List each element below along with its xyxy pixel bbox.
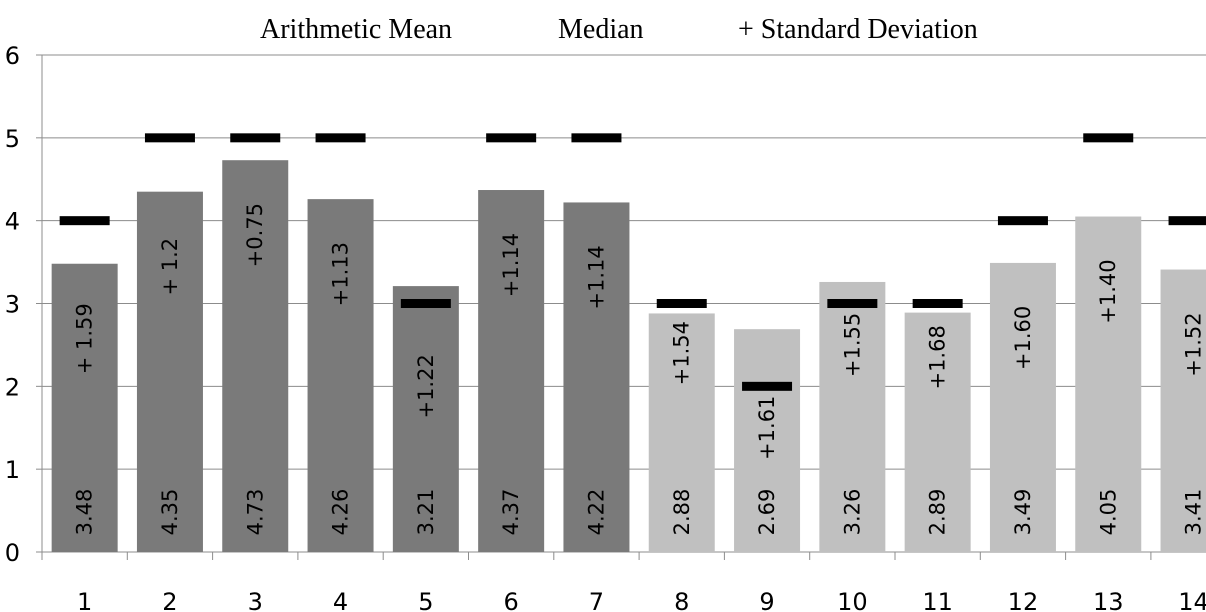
median-marker-10 <box>827 299 878 308</box>
bar-11 <box>904 312 971 552</box>
x-tick-label-10: 10 <box>837 588 868 612</box>
mean-label-6: 4.37 <box>499 489 523 536</box>
sd-label-2: + 1.2 <box>158 238 182 296</box>
bar-14 <box>1160 269 1206 552</box>
y-tick-label-4: 4 <box>5 208 20 236</box>
median-markers <box>59 133 1206 391</box>
x-tick-label-9: 9 <box>759 588 774 612</box>
y-tick-label-1: 1 <box>5 456 20 484</box>
mean-label-3: 4.73 <box>243 489 267 536</box>
mean-label-9: 2.69 <box>755 489 779 536</box>
y-tick-label-5: 5 <box>5 125 20 153</box>
legend-mean: Arithmetic Mean <box>260 14 452 45</box>
x-tick-label-11: 11 <box>922 588 953 612</box>
median-marker-8 <box>656 299 707 308</box>
sd-label-12: +1.60 <box>1011 306 1035 370</box>
x-tick-label-14: 14 <box>1178 588 1206 612</box>
sd-label-10: +1.55 <box>840 313 864 377</box>
legend: Arithmetic Mean Median + Standard Deviat… <box>260 14 978 45</box>
mean-label-12: 3.49 <box>1011 489 1035 536</box>
mean-label-5: 3.21 <box>414 489 438 536</box>
median-marker-13 <box>1083 133 1134 143</box>
x-tick-labels: 1 2 3 4 5 6 7 8 9 10 11 12 13 14 <box>77 588 1206 612</box>
median-marker-3 <box>230 133 281 143</box>
mean-label-2: 4.35 <box>158 489 182 536</box>
median-marker-7 <box>571 133 622 143</box>
y-tick-label-3: 3 <box>5 291 20 319</box>
mean-label-8: 2.88 <box>670 489 694 536</box>
median-marker-12 <box>997 216 1048 226</box>
sd-label-11: +1.68 <box>926 325 950 389</box>
sd-label-8: +1.54 <box>670 321 694 385</box>
x-tick-label-6: 6 <box>504 588 519 612</box>
bar-3 <box>222 160 289 552</box>
x-tick-label-13: 13 <box>1093 588 1124 612</box>
bar-9 <box>734 329 801 552</box>
bar-1 <box>51 263 118 552</box>
bar-5 <box>392 286 459 552</box>
sd-label-13: +1.40 <box>1096 259 1120 323</box>
sd-label-4: +1.13 <box>329 242 353 306</box>
x-tick-label-7: 7 <box>589 588 604 612</box>
median-marker-1 <box>59 216 110 226</box>
legend-sd: + Standard Deviation <box>738 14 978 45</box>
mean-label-4: 4.26 <box>329 489 353 536</box>
mean-label-13: 4.05 <box>1096 489 1120 536</box>
bar-13 <box>1075 216 1142 552</box>
median-marker-5 <box>400 299 451 308</box>
sd-label-5: +1.22 <box>414 354 438 418</box>
x-tick-label-12: 12 <box>1008 588 1039 612</box>
sd-label-7: +1.14 <box>584 245 608 309</box>
y-tick-label-6: 6 <box>5 42 20 70</box>
x-tick-label-1: 1 <box>77 588 92 612</box>
bar-labels: 3.48 + 1.59 4.35 + 1.2 4.73 +0.75 4.26 +1.13 3.2… <box>73 203 1206 535</box>
x-tick-label-5: 5 <box>418 588 433 612</box>
median-marker-14 <box>1168 216 1206 226</box>
mean-label-1: 3.48 <box>73 489 97 536</box>
sd-label-3: +0.75 <box>243 203 267 267</box>
bar-12 <box>989 262 1056 552</box>
legend-median: Median <box>558 14 644 45</box>
mean-label-10: 3.26 <box>840 489 864 536</box>
bar-7 <box>563 202 630 552</box>
median-marker-4 <box>315 133 366 143</box>
sd-label-6: +1.14 <box>499 233 523 297</box>
bar-4 <box>307 199 374 552</box>
median-marker-2 <box>144 133 195 143</box>
mean-label-11: 2.89 <box>926 489 950 536</box>
bar-10 <box>819 281 886 552</box>
y-tick-label-2: 2 <box>5 373 20 401</box>
mean-label-7: 4.22 <box>584 489 608 536</box>
median-marker-11 <box>912 299 963 308</box>
bar-6 <box>478 190 545 553</box>
median-marker-9 <box>742 381 793 391</box>
x-tick-label-4: 4 <box>333 588 348 612</box>
bar-8 <box>648 313 715 552</box>
bar-2 <box>136 191 203 553</box>
bars <box>51 160 1206 553</box>
x-tick-label-2: 2 <box>162 588 177 612</box>
y-tick-label-0: 0 <box>5 539 20 567</box>
x-tick-label-3: 3 <box>248 588 263 612</box>
x-tick-label-8: 8 <box>674 588 689 612</box>
y-tick-labels: 0 1 2 3 4 5 6 <box>5 42 20 567</box>
sd-label-14: +1.52 <box>1182 312 1206 376</box>
mean-label-14: 3.41 <box>1182 489 1206 536</box>
sd-label-9: +1.61 <box>755 396 779 460</box>
sd-label-1: + 1.59 <box>73 303 97 374</box>
median-marker-6 <box>486 133 537 143</box>
